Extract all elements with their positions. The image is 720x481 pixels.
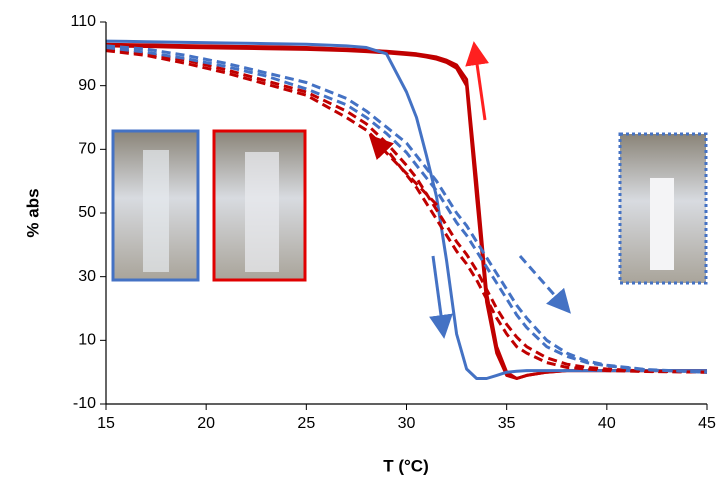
x-tick-label: 15 bbox=[97, 415, 115, 432]
y-tick-label: 110 bbox=[70, 13, 96, 30]
y-tick-label: 50 bbox=[78, 204, 96, 221]
x-axis-title: T (°C) bbox=[383, 456, 429, 475]
arrow bbox=[368, 134, 439, 207]
arrow bbox=[429, 255, 453, 339]
x-tick-label: 30 bbox=[398, 415, 416, 432]
series-line bbox=[105, 47, 708, 374]
cuvette bbox=[650, 178, 674, 270]
x-tick-label: 45 bbox=[698, 415, 716, 432]
x-tick-label: 40 bbox=[598, 415, 616, 432]
y-tick-label: 90 bbox=[78, 77, 96, 94]
y-tick-label: 30 bbox=[78, 268, 96, 285]
series-line bbox=[105, 44, 708, 374]
y-axis-title: % abs bbox=[23, 188, 42, 237]
x-tick-label: 20 bbox=[197, 415, 215, 432]
series-line bbox=[105, 46, 708, 374]
arrows bbox=[368, 41, 571, 339]
x-tick-label: 35 bbox=[498, 415, 516, 432]
inset-photos bbox=[111, 129, 708, 285]
y-tick-label: -10 bbox=[73, 395, 96, 412]
arrow bbox=[518, 255, 571, 314]
y-tick-label: 70 bbox=[78, 141, 96, 158]
y-tick-label: 10 bbox=[78, 332, 96, 349]
series-line bbox=[105, 39, 707, 380]
x-tick-label: 25 bbox=[297, 415, 315, 432]
cuvette bbox=[245, 152, 279, 272]
cuvette bbox=[143, 150, 169, 272]
series-line bbox=[105, 49, 708, 374]
arrow bbox=[465, 41, 490, 121]
